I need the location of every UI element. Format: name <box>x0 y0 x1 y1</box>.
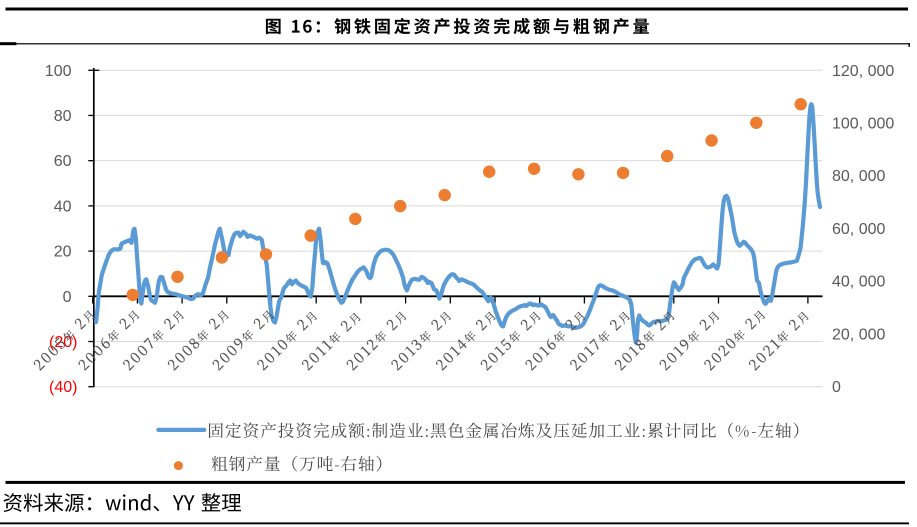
svg-text:20, 000: 20, 000 <box>832 326 885 343</box>
svg-text:80: 80 <box>54 108 72 125</box>
svg-text:(40): (40) <box>49 379 77 396</box>
svg-text:20: 20 <box>54 244 72 261</box>
svg-text:0: 0 <box>63 289 72 306</box>
svg-text:100: 100 <box>45 63 72 80</box>
svg-text:100, 000: 100, 000 <box>832 116 894 133</box>
svg-text:40, 000: 40, 000 <box>832 274 885 291</box>
svg-text:80, 000: 80, 000 <box>832 168 885 185</box>
svg-text:60, 000: 60, 000 <box>832 221 885 238</box>
svg-text:40: 40 <box>54 198 72 215</box>
svg-text:60: 60 <box>54 153 72 170</box>
svg-text:0: 0 <box>832 379 841 396</box>
svg-text:120, 000: 120, 000 <box>832 63 894 80</box>
